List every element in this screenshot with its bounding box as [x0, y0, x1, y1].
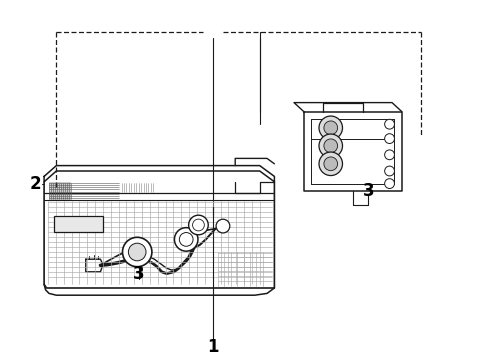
- Text: 1: 1: [207, 338, 219, 356]
- Circle shape: [324, 121, 338, 135]
- Circle shape: [189, 215, 208, 235]
- Circle shape: [122, 237, 152, 267]
- Text: 3: 3: [363, 182, 374, 200]
- Circle shape: [174, 228, 198, 251]
- Text: 2: 2: [30, 175, 42, 193]
- Circle shape: [385, 179, 394, 189]
- Bar: [54, 216, 103, 232]
- Circle shape: [385, 119, 394, 129]
- Circle shape: [319, 116, 343, 140]
- Bar: [49, 182, 71, 200]
- Text: 3: 3: [133, 265, 145, 283]
- Circle shape: [385, 166, 394, 176]
- Circle shape: [128, 243, 146, 261]
- Circle shape: [216, 219, 230, 233]
- Circle shape: [319, 152, 343, 176]
- Circle shape: [319, 134, 343, 158]
- Circle shape: [324, 157, 338, 171]
- Circle shape: [324, 139, 338, 153]
- Circle shape: [385, 150, 394, 160]
- Circle shape: [385, 134, 394, 144]
